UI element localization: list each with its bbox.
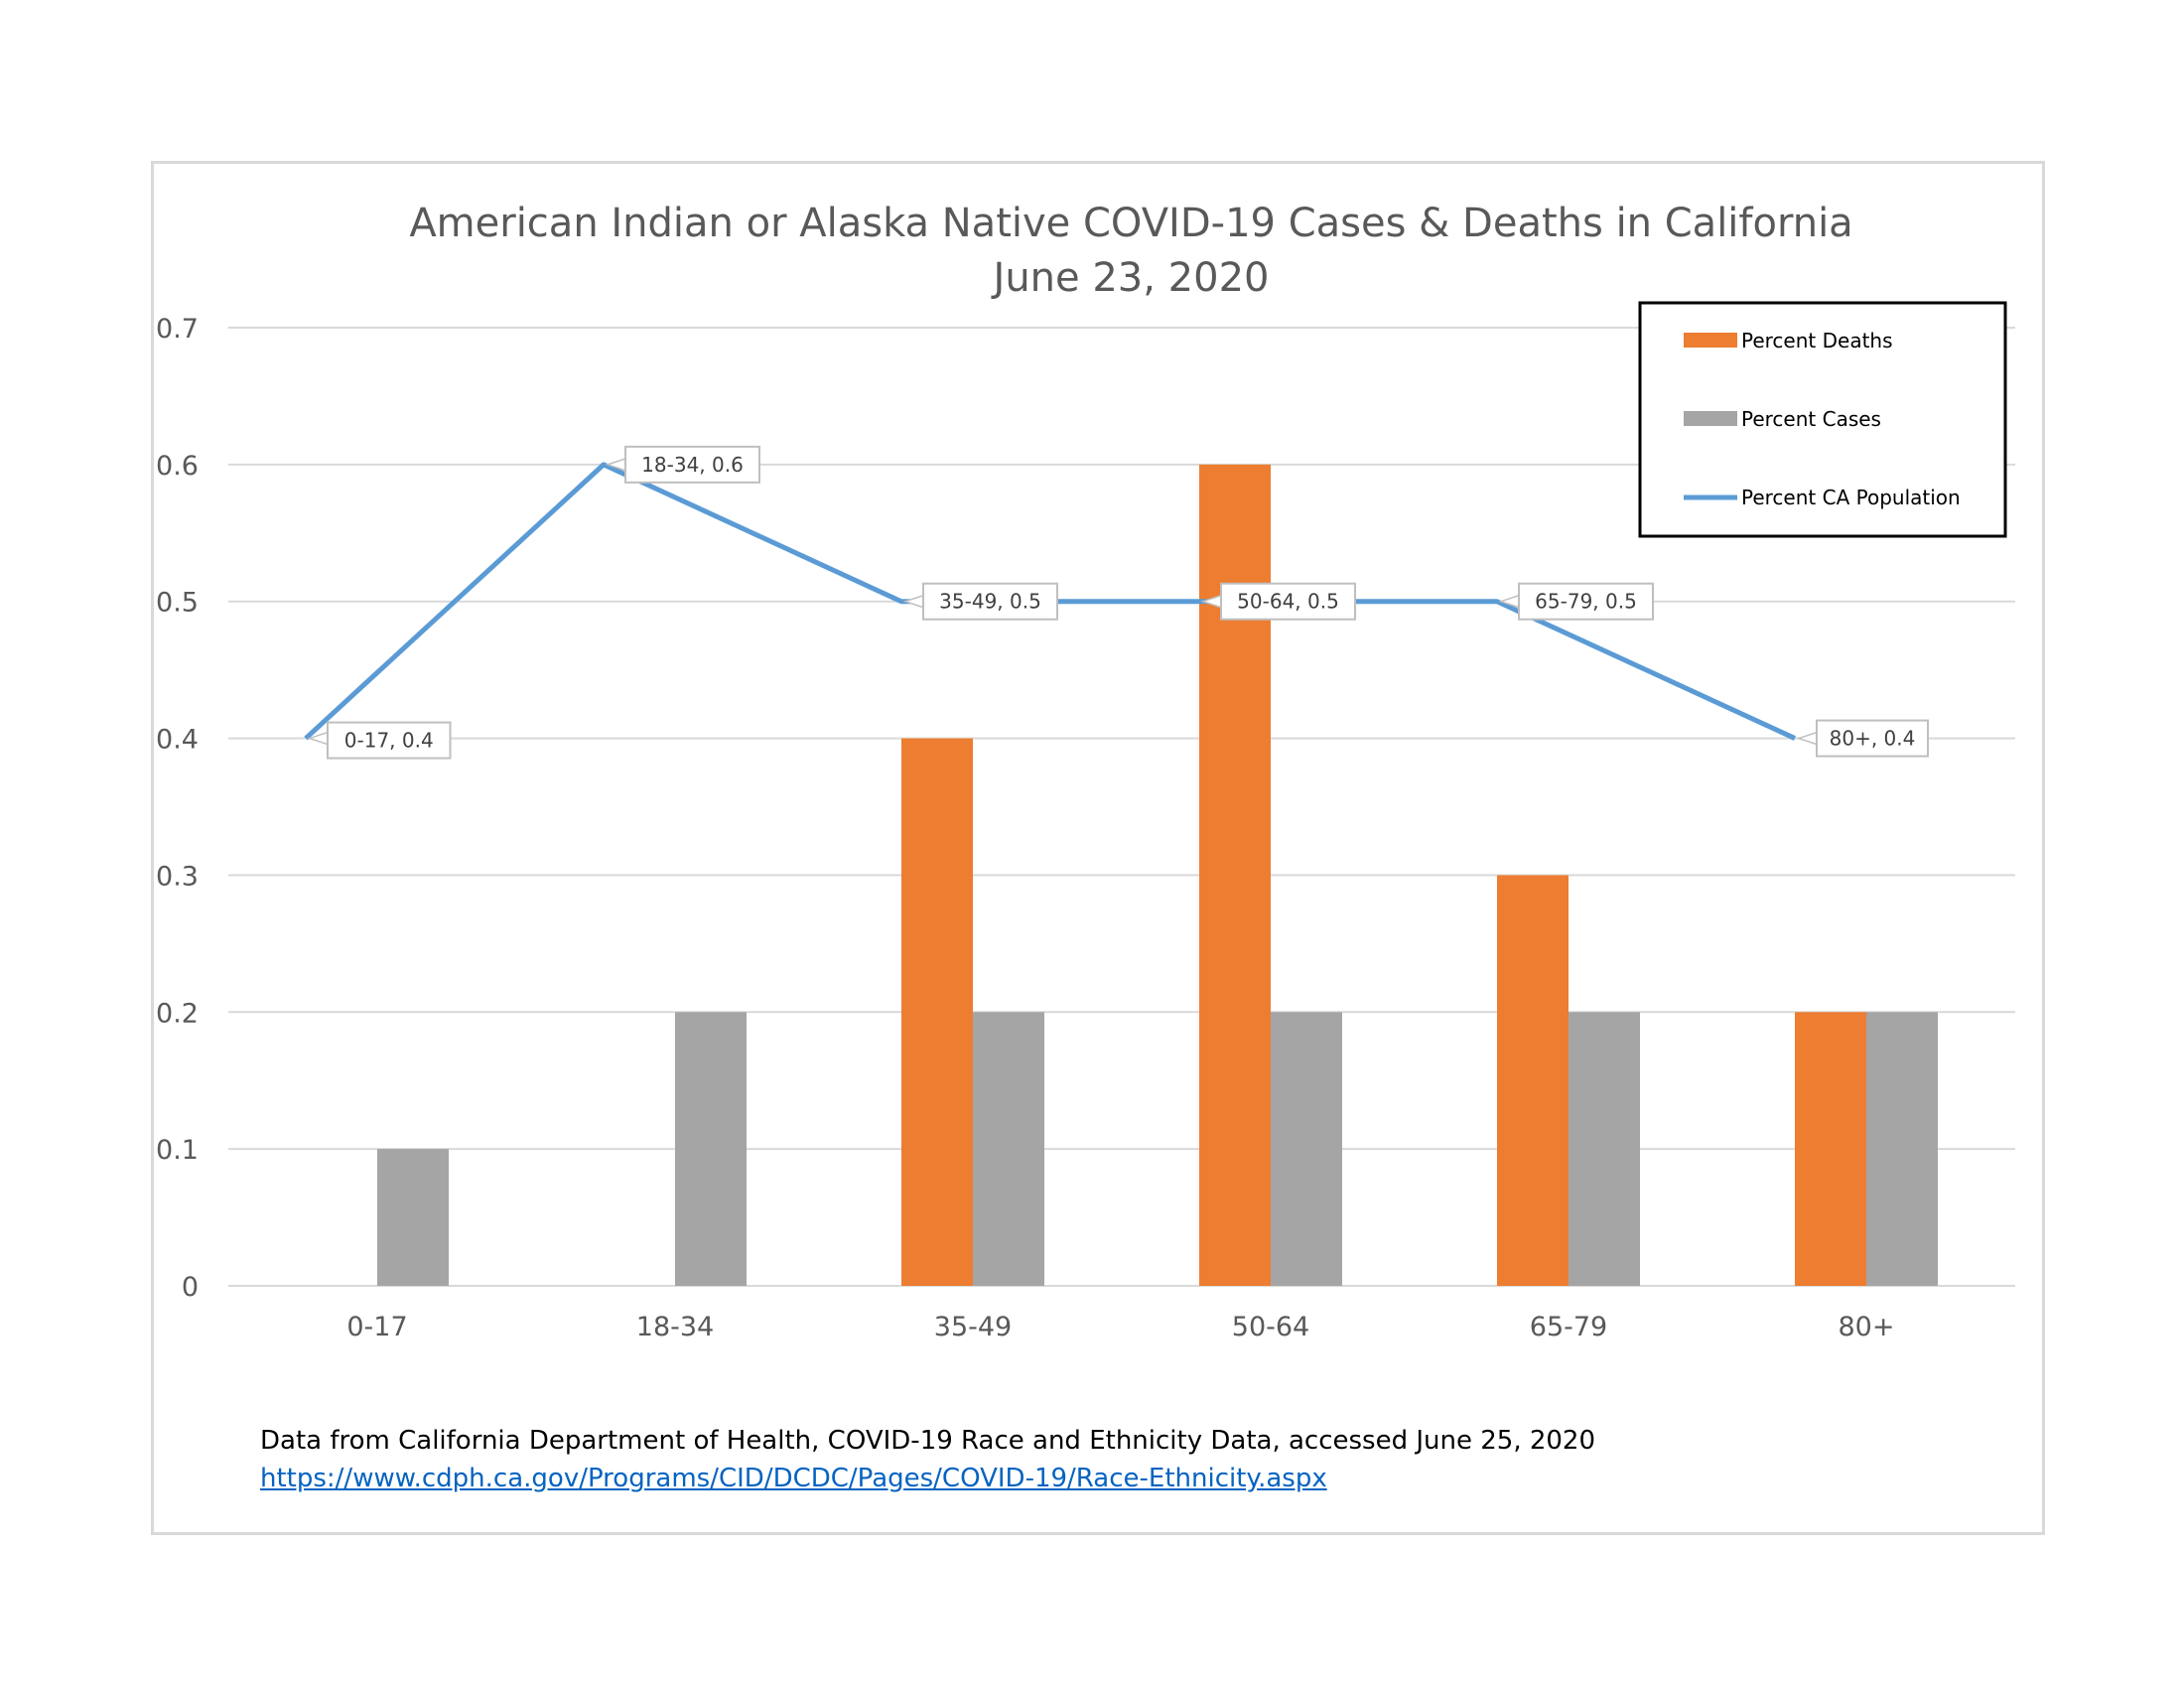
y-tick-label: 0.6 bbox=[156, 451, 199, 482]
source-text: Data from California Department of Healt… bbox=[260, 1426, 1596, 1456]
legend-label: Percent Cases bbox=[1741, 407, 1881, 431]
bar-percent-cases bbox=[1866, 1012, 1938, 1286]
legend-swatch bbox=[1684, 411, 1737, 426]
data-label-pointer bbox=[902, 594, 924, 609]
y-tick-label: 0.5 bbox=[156, 588, 199, 619]
source-link[interactable]: https://www.cdph.ca.gov/Programs/CID/DCD… bbox=[260, 1464, 1327, 1493]
bar-percent-cases bbox=[377, 1149, 449, 1286]
data-label: 0-17, 0.4 bbox=[344, 729, 434, 753]
y-tick-label: 0.3 bbox=[156, 861, 199, 892]
data-label: 35-49, 0.5 bbox=[939, 590, 1041, 614]
bar-percent-cases bbox=[675, 1012, 747, 1286]
x-tick-label: 50-64 bbox=[1232, 1312, 1309, 1342]
x-tick-label: 80+ bbox=[1839, 1312, 1895, 1342]
data-label: 18-34, 0.6 bbox=[641, 453, 744, 477]
data-label: 80+, 0.4 bbox=[1830, 727, 1916, 751]
x-tick-label: 35-49 bbox=[934, 1312, 1012, 1342]
x-tick-label: 65-79 bbox=[1530, 1312, 1607, 1342]
chart-title: American Indian or Alaska Native COVID-1… bbox=[151, 197, 2112, 306]
chart-title-main: American Indian or Alaska Native COVID-1… bbox=[409, 201, 1853, 246]
data-label-box bbox=[1220, 582, 1356, 621]
data-label: 65-79, 0.5 bbox=[1535, 590, 1637, 614]
data-label-box bbox=[624, 445, 760, 484]
y-tick-label: 0.1 bbox=[156, 1135, 199, 1166]
data-label-box bbox=[1518, 582, 1654, 621]
y-tick-label: 0.2 bbox=[156, 998, 199, 1029]
bar-percent-cases bbox=[1569, 1012, 1640, 1286]
legend-label: Percent CA Population bbox=[1741, 486, 1961, 509]
source-note: Data from California Department of Healt… bbox=[260, 1422, 1595, 1497]
bar-percent-deaths bbox=[1795, 1012, 1866, 1286]
bar-percent-cases bbox=[973, 1012, 1044, 1286]
x-tick-label: 18-34 bbox=[636, 1312, 714, 1342]
bar-percent-deaths bbox=[901, 738, 973, 1286]
bar-percent-cases bbox=[1271, 1012, 1342, 1286]
data-label-box bbox=[327, 721, 452, 760]
bar-percent-deaths bbox=[1497, 875, 1569, 1286]
y-tick-label: 0.7 bbox=[156, 314, 199, 345]
data-label: 50-64, 0.5 bbox=[1237, 590, 1339, 614]
legend-label: Percent Deaths bbox=[1741, 329, 1893, 352]
y-tick-label: 0 bbox=[182, 1272, 199, 1303]
x-tick-label: 0-17 bbox=[346, 1312, 407, 1342]
chart-subtitle: June 23, 2020 bbox=[993, 255, 1270, 301]
data-label-pointer bbox=[1796, 731, 1818, 746]
legend-swatch bbox=[1684, 333, 1737, 348]
y-tick-label: 0.4 bbox=[156, 725, 199, 756]
data-label-box bbox=[1816, 719, 1929, 758]
data-label-box bbox=[922, 582, 1058, 621]
